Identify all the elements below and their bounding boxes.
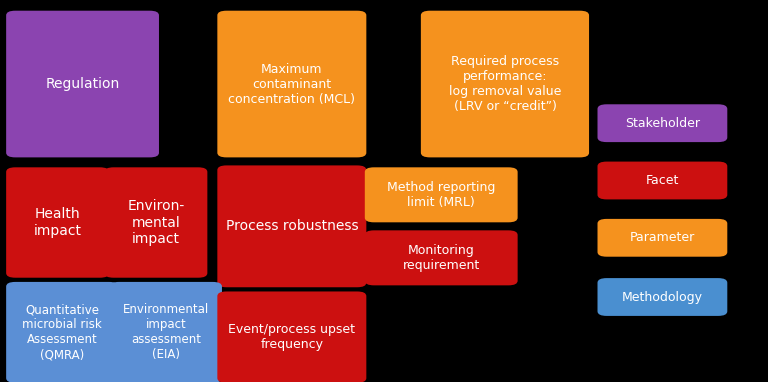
FancyBboxPatch shape (217, 11, 366, 157)
Text: Facet: Facet (646, 174, 679, 187)
FancyBboxPatch shape (217, 291, 366, 382)
Text: Method reporting
limit (MRL): Method reporting limit (MRL) (387, 181, 495, 209)
FancyBboxPatch shape (365, 167, 518, 222)
Text: Methodology: Methodology (622, 290, 703, 304)
Text: Maximum
contaminant
concentration (MCL): Maximum contaminant concentration (MCL) (228, 63, 356, 105)
Text: Health
impact: Health impact (34, 207, 81, 238)
Text: Event/process upset
frequency: Event/process upset frequency (228, 323, 356, 351)
FancyBboxPatch shape (421, 11, 589, 157)
FancyBboxPatch shape (598, 162, 727, 199)
FancyBboxPatch shape (104, 167, 207, 278)
FancyBboxPatch shape (110, 282, 222, 382)
Text: Regulation: Regulation (45, 77, 120, 91)
FancyBboxPatch shape (598, 104, 727, 142)
Text: Monitoring
requirement: Monitoring requirement (402, 244, 480, 272)
FancyBboxPatch shape (365, 230, 518, 285)
Text: Environmental
impact
assessment
(EIA): Environmental impact assessment (EIA) (123, 303, 209, 361)
Text: Environ-
mental
impact: Environ- mental impact (127, 199, 184, 246)
Text: Process robustness: Process robustness (226, 219, 358, 233)
Text: Stakeholder: Stakeholder (625, 117, 700, 130)
Text: Required process
performance:
log removal value
(LRV or “credit”): Required process performance: log remova… (449, 55, 561, 113)
FancyBboxPatch shape (6, 11, 159, 157)
FancyBboxPatch shape (6, 167, 109, 278)
FancyBboxPatch shape (598, 278, 727, 316)
Text: Quantitative
microbial risk
Assessment
(QMRA): Quantitative microbial risk Assessment (… (22, 303, 102, 361)
FancyBboxPatch shape (217, 165, 366, 287)
FancyBboxPatch shape (6, 282, 118, 382)
FancyBboxPatch shape (598, 219, 727, 257)
Text: Parameter: Parameter (630, 231, 695, 244)
